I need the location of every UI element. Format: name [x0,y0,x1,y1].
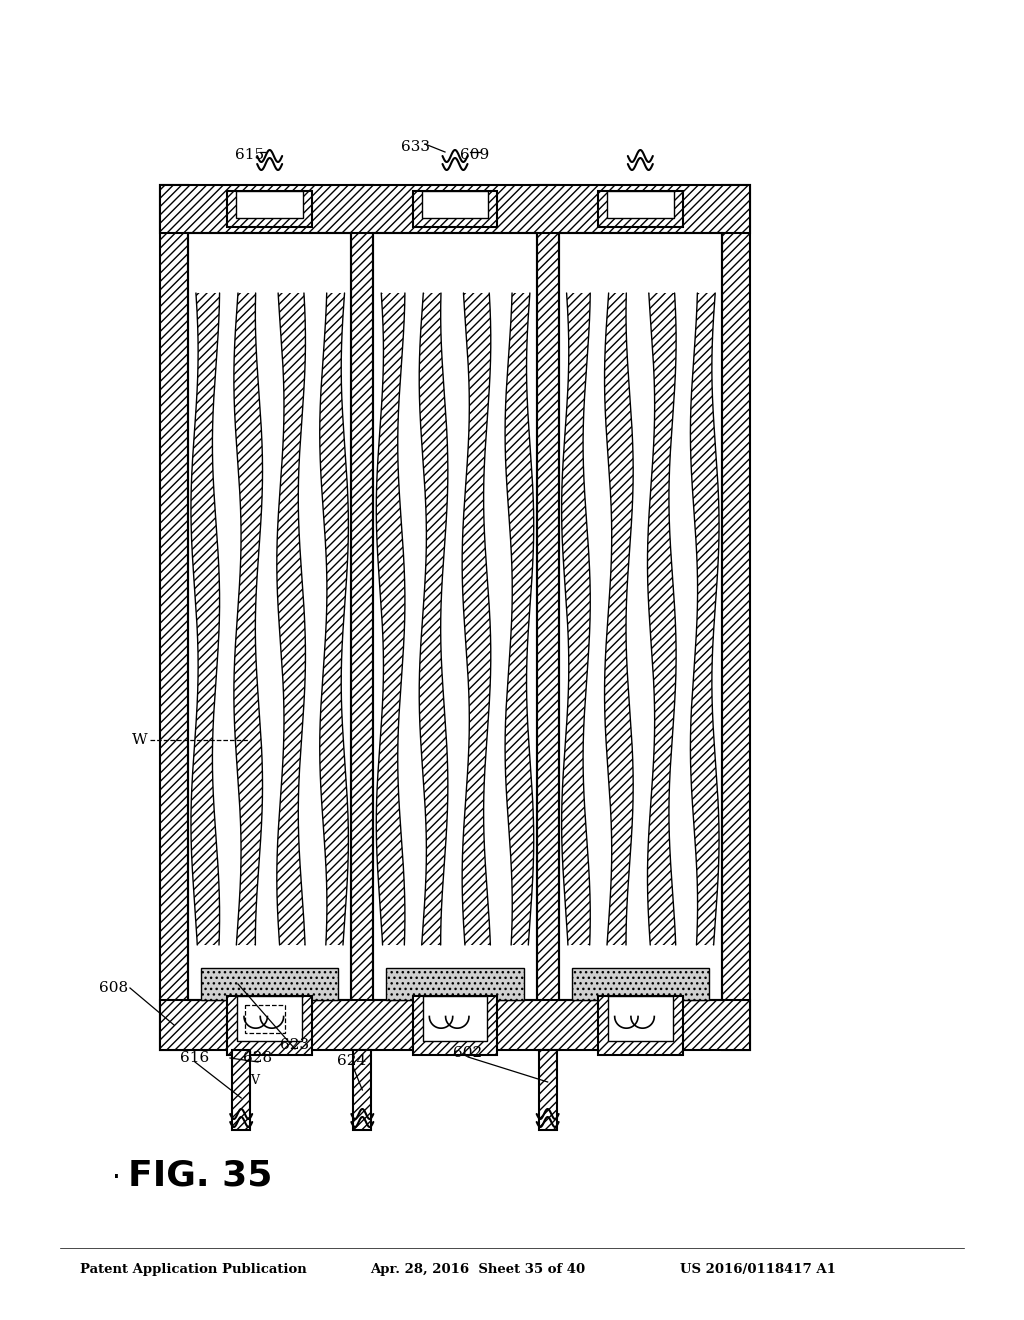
Bar [539,1049,557,1130]
Bar [413,191,498,227]
Text: 628: 628 [244,1051,272,1065]
Text: Patent Application Publication: Patent Application Publication [80,1263,307,1276]
Bar [353,1049,372,1130]
Bar [188,234,351,1001]
Text: 602: 602 [454,1045,482,1060]
Bar [413,997,498,1055]
Text: 616: 616 [180,1051,210,1065]
Bar [537,185,559,1049]
Bar [608,997,673,1041]
Bar [245,1005,285,1034]
Bar [188,234,351,1001]
Bar [374,234,537,1001]
Bar [237,191,303,218]
Bar [227,191,312,227]
Text: US 2016/0118417 A1: US 2016/0118417 A1 [680,1263,836,1276]
Text: Apr. 28, 2016  Sheet 35 of 40: Apr. 28, 2016 Sheet 35 of 40 [370,1263,585,1276]
Bar [386,968,523,1001]
Text: 623: 623 [281,1038,309,1052]
Bar [374,234,537,1001]
Text: 615: 615 [236,148,264,162]
Bar [160,185,750,234]
Text: 633: 633 [400,140,429,154]
Bar [238,997,302,1041]
Bar [160,1001,750,1049]
Bar [422,191,488,218]
Text: 624: 624 [337,1053,367,1068]
Bar [351,185,374,1049]
Text: V: V [250,1073,259,1086]
Bar [559,234,722,1001]
Bar [722,185,750,1049]
Bar [160,185,188,1049]
Text: W: W [132,733,148,747]
Bar [227,997,312,1055]
Bar [232,1049,250,1130]
Text: FIG. 35: FIG. 35 [128,1158,272,1192]
Bar [607,191,674,218]
Text: 609: 609 [461,148,489,162]
Bar [571,968,709,1001]
Bar [423,997,487,1041]
Bar [201,968,338,1001]
Bar [598,997,683,1055]
Text: ·: · [112,1164,121,1192]
Bar [559,234,722,1001]
Text: 608: 608 [99,981,128,995]
Bar [598,191,683,227]
